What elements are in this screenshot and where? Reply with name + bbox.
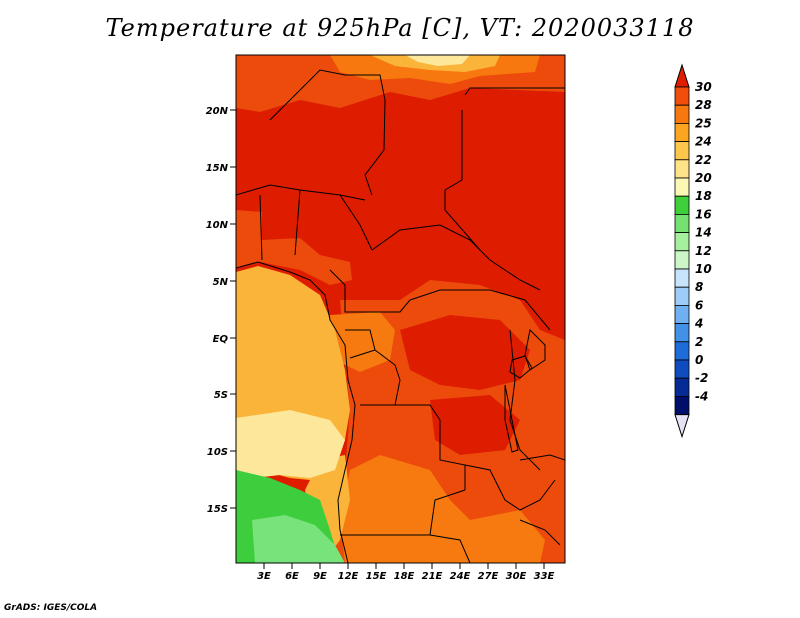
colorbar-swatch xyxy=(674,268,690,288)
colorbar-swatch xyxy=(674,195,690,215)
colorbar-label: 12 xyxy=(695,244,712,258)
colorbar-swatch xyxy=(674,377,690,397)
colorbar-label: 6 xyxy=(695,298,703,312)
colorbar-label: 4 xyxy=(694,317,703,331)
border-lakes xyxy=(524,328,546,371)
colorbar-label: 16 xyxy=(695,207,712,221)
colorbar-label: 24 xyxy=(695,135,712,149)
credit-label: GrADS: IGES/COLA xyxy=(4,603,98,613)
colorbar-top-arrow xyxy=(674,63,690,88)
lon-label-18e: 18E xyxy=(394,571,415,582)
colorbar-label: 20 xyxy=(695,171,712,185)
colorbar-swatch xyxy=(674,104,690,124)
field-ocean-cool xyxy=(236,410,345,480)
lon-label-24e: 24E xyxy=(450,571,471,582)
colorbar-swatch xyxy=(674,86,690,106)
border-zambia xyxy=(464,464,556,511)
lon-label-30e: 30E xyxy=(506,571,527,582)
border-car xyxy=(371,224,541,291)
colorbar-swatch xyxy=(674,286,690,306)
field-central-hot1 xyxy=(400,315,530,390)
country-borders xyxy=(236,69,565,563)
colorbar-label: -2 xyxy=(695,371,708,385)
colorbar-swatch xyxy=(674,232,690,252)
field-westcoast-warm xyxy=(236,210,352,285)
lat-label-eq: EQ xyxy=(213,334,229,345)
lat-label-20n: 20N xyxy=(206,106,229,117)
temperature-field xyxy=(236,55,565,563)
coastline xyxy=(236,261,356,563)
border-north xyxy=(269,69,386,196)
map-title: Temperature at 925hPa [C], VT: 202003311… xyxy=(105,14,695,42)
colorbar-label: 10 xyxy=(695,262,712,276)
lat-axis: 20N 15N 10N 5N EQ 5S 10S 15S xyxy=(206,106,236,515)
colorbar-swatch xyxy=(674,213,690,233)
lon-axis: 3E 6E 9E 12E 15E 18E 21E 24E 27E 30E 33E xyxy=(257,563,555,582)
lat-label-15s: 15S xyxy=(207,504,228,515)
lon-label-6e: 6E xyxy=(285,571,299,582)
colorbar-swatch xyxy=(674,123,690,143)
lon-label-15e: 15E xyxy=(366,571,387,582)
border-south xyxy=(429,519,561,563)
border-chad-sudan xyxy=(464,87,565,96)
lat-label-10s: 10S xyxy=(207,447,228,458)
field-central-hot2 xyxy=(430,395,520,455)
colorbar-swatch xyxy=(674,395,690,415)
colorbar-swatches xyxy=(674,63,690,439)
map-frame xyxy=(235,54,566,564)
border-angola xyxy=(360,404,466,490)
colorbar-swatch xyxy=(674,304,690,324)
lat-label-5s: 5S xyxy=(214,390,228,401)
border-cameroon xyxy=(329,269,411,313)
colorbar-swatch xyxy=(674,159,690,179)
lake-tanganyika xyxy=(504,384,519,453)
colorbar-label: 25 xyxy=(695,116,712,130)
colorbar-label: 14 xyxy=(695,226,712,240)
lat-label-15n: 15N xyxy=(206,163,229,174)
border-chad-east xyxy=(444,110,481,251)
colorbar-swatch xyxy=(674,250,690,270)
colorbar-swatch xyxy=(674,341,690,361)
colorbar-label: 28 xyxy=(695,98,712,112)
field-south-warm xyxy=(340,455,545,563)
lat-label-5n: 5N xyxy=(213,277,229,288)
colorbar-label: 2 xyxy=(695,335,703,349)
colorbar-label: 22 xyxy=(695,153,712,167)
border-congo xyxy=(409,289,551,331)
colorbar-swatch xyxy=(674,323,690,343)
lon-label-27e: 27E xyxy=(478,571,499,582)
lake-victoria xyxy=(509,355,533,379)
colorbar-label: -4 xyxy=(695,389,708,403)
colorbar-swatch xyxy=(674,359,690,379)
border-east xyxy=(509,329,541,471)
border-tanzania xyxy=(519,454,565,461)
colorbar-label: 30 xyxy=(695,80,712,94)
lon-label-21e: 21E xyxy=(422,571,443,582)
lon-label-33e: 33E xyxy=(534,571,555,582)
lon-label-3e: 3E xyxy=(257,571,271,582)
lon-label-9e: 9E xyxy=(313,571,327,582)
lat-label-10n: 10N xyxy=(206,220,229,231)
colorbar-label: 18 xyxy=(695,189,712,203)
lon-label-12e: 12E xyxy=(338,571,359,582)
border-gabon xyxy=(345,329,376,359)
colorbar-swatch xyxy=(674,177,690,197)
field-ocean-colder xyxy=(252,515,345,563)
field-north-cold xyxy=(405,55,470,66)
colorbar-label: 8 xyxy=(695,280,703,294)
colorbar-bottom-arrow xyxy=(674,414,690,439)
border-nigeria xyxy=(259,189,373,261)
colorbar-label: 0 xyxy=(695,353,703,367)
colorbar-swatch xyxy=(674,141,690,161)
